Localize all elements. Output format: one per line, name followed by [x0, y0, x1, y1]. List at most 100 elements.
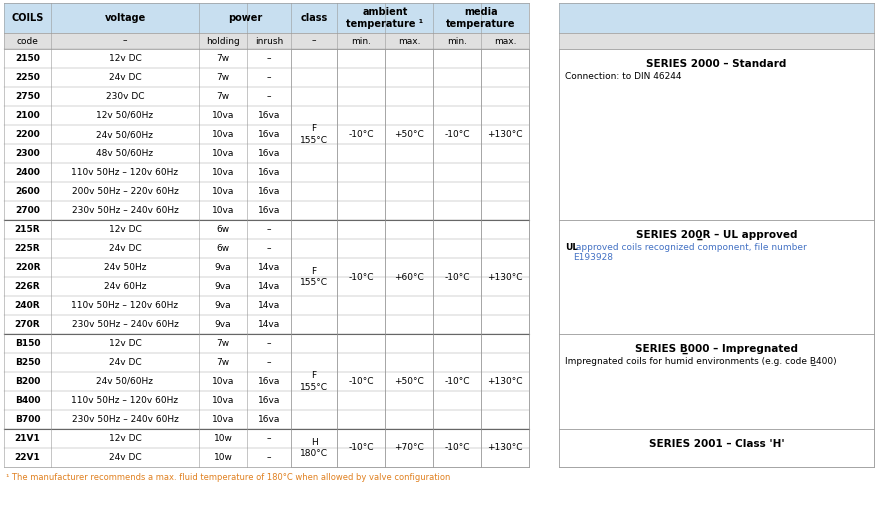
Bar	[4, 182, 529, 201]
Text: 10va: 10va	[212, 415, 234, 424]
Text: B250: B250	[15, 358, 40, 367]
Text: -10°C: -10°C	[444, 444, 470, 452]
Bar	[291, 334, 337, 429]
Text: 10va: 10va	[212, 396, 234, 405]
Bar	[4, 125, 529, 144]
Bar	[385, 49, 433, 220]
Text: 2100: 2100	[15, 111, 40, 120]
Text: 2700: 2700	[15, 206, 40, 215]
Text: 12v DC: 12v DC	[109, 54, 141, 63]
Bar	[337, 49, 385, 220]
Text: Connection: to DIN 46244: Connection: to DIN 46244	[565, 72, 682, 81]
Text: -10°C: -10°C	[349, 272, 374, 281]
Text: 24v 60Hz: 24v 60Hz	[103, 282, 146, 291]
Text: B150: B150	[15, 339, 40, 348]
Text: +130°C: +130°C	[487, 272, 523, 281]
Text: -10°C: -10°C	[349, 444, 374, 452]
Text: 6w: 6w	[216, 244, 230, 253]
Text: 16va: 16va	[258, 168, 280, 177]
Text: 2400: 2400	[15, 168, 40, 177]
Bar	[337, 334, 385, 429]
Text: 14va: 14va	[258, 263, 280, 272]
Text: inrush: inrush	[255, 37, 283, 45]
Text: 16va: 16va	[258, 187, 280, 196]
Text: 9va: 9va	[215, 301, 231, 310]
Text: 10va: 10va	[212, 377, 234, 386]
Text: 10va: 10va	[212, 206, 234, 215]
Text: –: –	[267, 244, 272, 253]
Text: –: –	[267, 339, 272, 348]
Text: 22V1: 22V1	[15, 453, 40, 462]
Text: 10va: 10va	[212, 130, 234, 139]
Text: 16va: 16va	[258, 130, 280, 139]
Bar	[4, 106, 529, 125]
Text: –: –	[267, 92, 272, 101]
Bar	[337, 429, 385, 467]
Text: 226R: 226R	[15, 282, 40, 291]
Text: SERIES 2000 – Standard: SERIES 2000 – Standard	[646, 59, 787, 69]
Text: 10va: 10va	[212, 187, 234, 196]
Text: code: code	[17, 37, 39, 45]
Bar	[559, 3, 874, 33]
Text: 9va: 9va	[215, 320, 231, 329]
Text: max.: max.	[398, 37, 420, 45]
Text: 16va: 16va	[258, 111, 280, 120]
Text: 2300: 2300	[15, 149, 40, 158]
Text: 14va: 14va	[258, 301, 280, 310]
Bar	[4, 163, 529, 182]
Bar	[337, 220, 385, 334]
Bar	[385, 429, 433, 467]
Bar	[433, 334, 481, 429]
Text: +50°C: +50°C	[394, 377, 424, 386]
Text: 270R: 270R	[15, 320, 40, 329]
Text: –: –	[267, 453, 272, 462]
Bar	[4, 372, 529, 391]
Bar	[433, 220, 481, 334]
Bar	[481, 334, 529, 429]
Text: 10va: 10va	[212, 149, 234, 158]
Text: 230v 50Hz – 240v 60Hz: 230v 50Hz – 240v 60Hz	[72, 206, 179, 215]
Text: 230v 50Hz – 240v 60Hz: 230v 50Hz – 240v 60Hz	[72, 320, 179, 329]
Text: min.: min.	[351, 37, 371, 45]
Text: 10w: 10w	[214, 453, 232, 462]
Text: 24v DC: 24v DC	[109, 453, 141, 462]
Text: B400: B400	[15, 396, 40, 405]
Text: 225R: 225R	[15, 244, 40, 253]
Text: class: class	[300, 13, 328, 23]
Text: SERIES B̲000 – Impregnated: SERIES B̲000 – Impregnated	[635, 344, 798, 354]
Text: 9va: 9va	[215, 282, 231, 291]
Text: Impregnated coils for humid environments (e.g. code B̲400): Impregnated coils for humid environments…	[565, 357, 837, 366]
Bar	[481, 49, 529, 220]
Text: –: –	[267, 225, 272, 234]
Text: 24v DC: 24v DC	[109, 358, 141, 367]
Text: 2250: 2250	[15, 73, 40, 82]
Text: SERIES 2001 – Class 'H': SERIES 2001 – Class 'H'	[649, 439, 784, 449]
Bar	[559, 220, 874, 334]
Bar	[4, 296, 529, 315]
Text: 12v DC: 12v DC	[109, 434, 141, 443]
Text: max.: max.	[494, 37, 516, 45]
Text: ¹ The manufacturer recommends a max. fluid temperature of 180°C when allowed by : ¹ The manufacturer recommends a max. flu…	[6, 473, 450, 482]
Bar	[433, 429, 481, 467]
Bar	[4, 410, 529, 429]
Text: 16va: 16va	[258, 206, 280, 215]
Bar	[291, 429, 337, 467]
Text: B200: B200	[15, 377, 40, 386]
Text: COILS: COILS	[11, 13, 44, 23]
Text: 24v DC: 24v DC	[109, 244, 141, 253]
Bar	[4, 277, 529, 296]
Text: media
temperature: media temperature	[446, 7, 516, 29]
Text: 230v 50Hz – 240v 60Hz: 230v 50Hz – 240v 60Hz	[72, 415, 179, 424]
Bar	[481, 220, 529, 334]
Text: B700: B700	[15, 415, 40, 424]
Text: ambient
temperature ¹: ambient temperature ¹	[346, 7, 424, 29]
Bar	[4, 315, 529, 334]
Text: 10va: 10va	[212, 111, 234, 120]
Bar	[4, 3, 529, 33]
Text: 2150: 2150	[15, 54, 40, 63]
Text: 2600: 2600	[15, 187, 40, 196]
Text: 7w: 7w	[216, 54, 230, 63]
Text: -10°C: -10°C	[444, 130, 470, 139]
Text: -10°C: -10°C	[349, 377, 374, 386]
Text: +130°C: +130°C	[487, 444, 523, 452]
